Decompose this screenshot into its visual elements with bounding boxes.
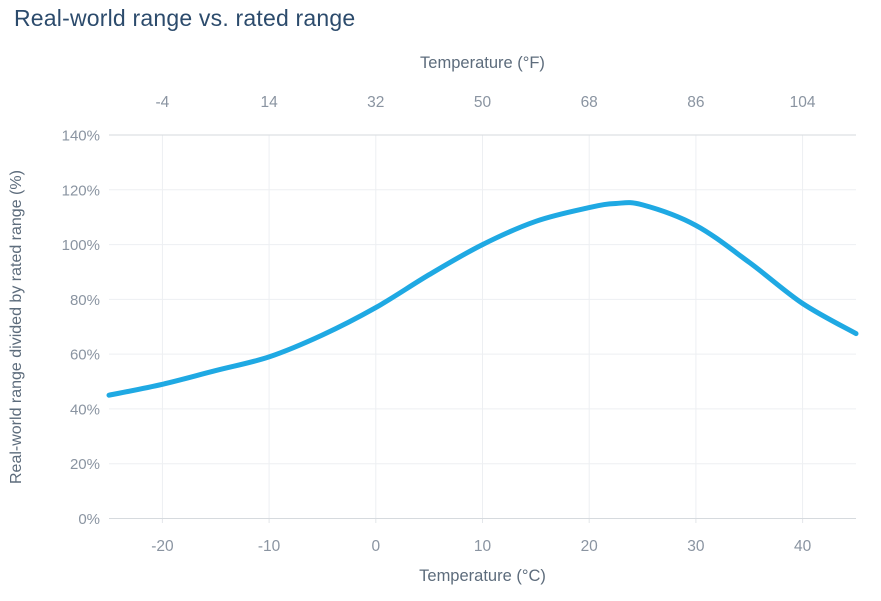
- y-tick-label: 140%: [62, 128, 100, 145]
- y-tick-label: 0%: [78, 511, 100, 528]
- bottom-x-axis-label: Temperature (°C): [419, 567, 546, 585]
- top-x-tick-label: 68: [581, 94, 598, 111]
- top-x-tick-label: 86: [687, 94, 704, 111]
- bottom-x-tick-label: 20: [581, 538, 599, 555]
- y-tick-label: 60%: [70, 347, 100, 364]
- y-tick-label: 80%: [70, 292, 100, 309]
- bottom-x-tick-label: -10: [258, 538, 281, 555]
- top-x-tick-label: 50: [474, 94, 492, 111]
- top-x-tick-label: -4: [156, 94, 170, 111]
- bottom-x-tick-label: 10: [474, 538, 492, 555]
- top-x-axis-label: Temperature (°F): [420, 54, 545, 72]
- y-axis-label: Real-world range divided by rated range …: [8, 170, 25, 484]
- y-tick-label: 120%: [62, 182, 100, 199]
- bottom-x-tick-label: 40: [794, 538, 812, 555]
- y-tick-label: 20%: [70, 456, 100, 473]
- bottom-x-tick-label: 30: [687, 538, 705, 555]
- top-x-tick-label: 14: [260, 94, 278, 111]
- range-curve: [106, 200, 859, 398]
- top-x-tick-label: 104: [790, 94, 816, 111]
- y-tick-label: 40%: [70, 401, 100, 418]
- bottom-x-tick-label: 0: [371, 538, 380, 555]
- chart-title: Real-world range vs. rated range: [14, 5, 356, 31]
- y-tick-label: 100%: [62, 237, 100, 254]
- bottom-x-tick-label: -20: [151, 538, 174, 555]
- top-x-tick-label: 32: [367, 94, 384, 111]
